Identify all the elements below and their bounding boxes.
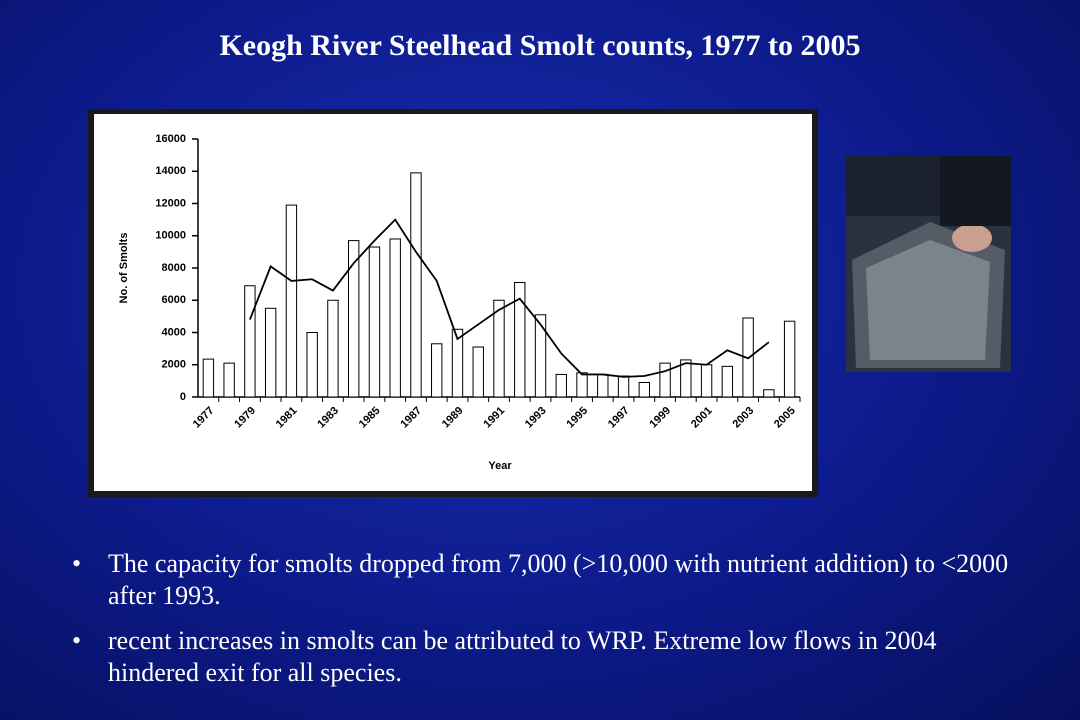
bullet: recent increases in smolts can be attrib… xyxy=(72,625,1032,689)
y-tick-label: 16000 xyxy=(155,133,186,145)
bar xyxy=(368,246,381,398)
bar xyxy=(514,282,526,398)
bar xyxy=(451,328,464,398)
bar xyxy=(680,359,692,398)
bar xyxy=(410,172,422,398)
photo xyxy=(846,156,1011,372)
bullet: The capacity for smolts dropped from 7,0… xyxy=(72,548,1032,612)
y-tick-label: 10000 xyxy=(155,230,186,242)
bar xyxy=(223,362,235,398)
bullet-list: The capacity for smolts dropped from 7,0… xyxy=(72,548,1032,702)
x-axis-label: Year xyxy=(488,460,512,472)
bar xyxy=(472,346,484,398)
bar xyxy=(306,332,318,398)
bar xyxy=(700,364,713,398)
y-tick-label: 14000 xyxy=(155,165,186,177)
bar xyxy=(285,204,298,398)
bar xyxy=(534,314,547,398)
bar xyxy=(659,362,671,398)
bar xyxy=(244,285,256,398)
bar xyxy=(389,238,401,398)
bar xyxy=(576,372,588,398)
y-tick-label: 6000 xyxy=(162,294,186,306)
bar xyxy=(555,373,567,398)
bar xyxy=(264,307,277,398)
bar xyxy=(348,240,360,398)
bar xyxy=(617,375,630,398)
bar xyxy=(638,381,650,398)
y-axis-label: No. of Smolts xyxy=(118,233,130,304)
bar xyxy=(783,320,796,398)
chart-area xyxy=(94,114,812,491)
bar xyxy=(721,365,734,398)
bar xyxy=(597,373,609,398)
y-tick-label: 0 xyxy=(180,391,186,403)
y-tick-label: 8000 xyxy=(162,262,186,274)
y-tick-label: 12000 xyxy=(155,197,186,209)
y-tick-label: 4000 xyxy=(162,326,186,338)
bar xyxy=(763,389,775,398)
line xyxy=(249,218,770,378)
slide-title: Keogh River Steelhead Smolt counts, 1977… xyxy=(219,29,860,62)
bar xyxy=(493,299,505,398)
bar xyxy=(431,343,443,398)
bar xyxy=(202,358,215,398)
y-tick-label: 2000 xyxy=(162,359,186,371)
bar xyxy=(327,299,339,398)
